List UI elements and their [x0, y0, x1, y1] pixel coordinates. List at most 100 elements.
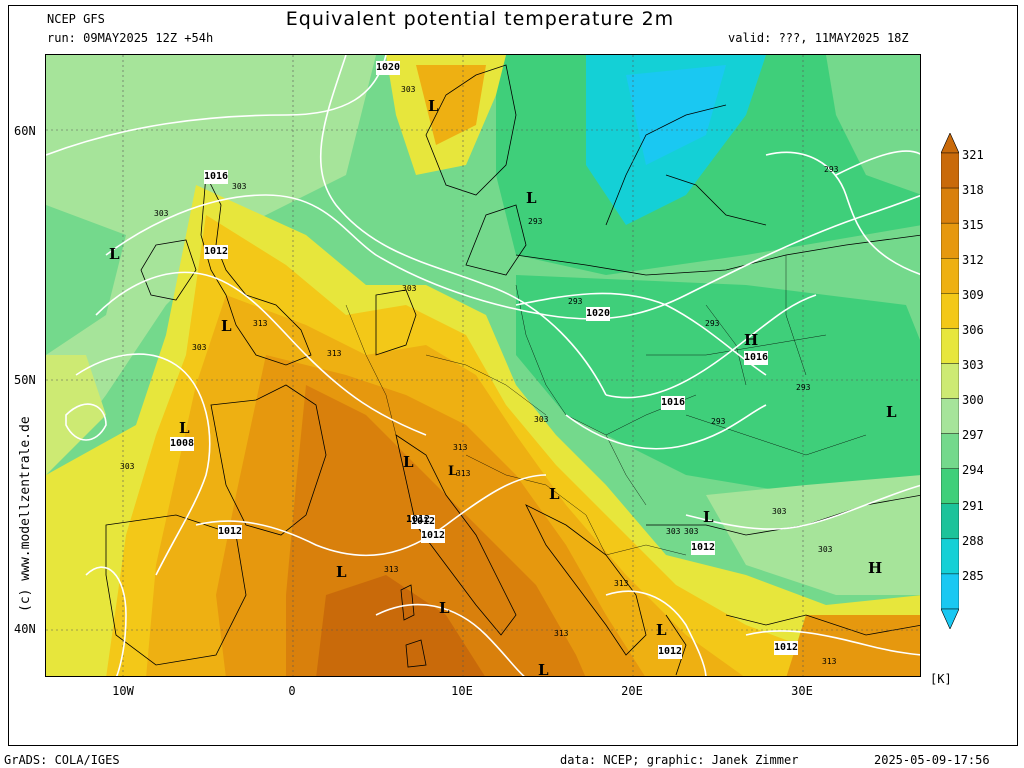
- figure-frame: [8, 5, 1018, 746]
- field-region: [46, 205, 126, 355]
- colorbar-top-arrow: [941, 133, 959, 154]
- isobar-label: 1016: [204, 170, 229, 184]
- colorbar-segment: [941, 328, 959, 364]
- colorbar-tick-label: 294: [962, 463, 984, 478]
- theta-label: 313: [453, 443, 468, 452]
- theta-label: 303: [684, 527, 699, 536]
- colorbar-bottom-arrow: [941, 608, 959, 629]
- theta-label: 303: [402, 284, 417, 293]
- colorbar-tick-label: 285: [962, 568, 984, 583]
- theta-label: 313: [554, 629, 569, 638]
- theta-label: 303: [666, 527, 681, 536]
- colorbar-segment: [941, 152, 959, 189]
- colorbar-segment: [941, 503, 959, 540]
- colorbar: [941, 133, 959, 629]
- colorbar-segment: [941, 363, 959, 399]
- lat-label: 60N: [14, 124, 36, 138]
- low-pressure-center: L: [886, 403, 897, 421]
- theta-label: 303: [772, 507, 787, 516]
- lon-label: 20E: [621, 684, 643, 698]
- field-region: [826, 55, 920, 195]
- colorbar-segment: [941, 187, 959, 224]
- low-pressure-center: L: [549, 485, 560, 503]
- theta-label: 303: [401, 85, 416, 94]
- low-pressure-center: L: [221, 317, 232, 335]
- theta-label: 303: [818, 545, 833, 554]
- low-pressure-center: L: [439, 599, 450, 617]
- isobar-label: 1020: [586, 307, 611, 321]
- low-pressure-center: L: [403, 453, 414, 471]
- isobar-label: 1012: [691, 541, 716, 555]
- colorbar-segment: [941, 398, 959, 434]
- field-region: [416, 65, 486, 145]
- lat-label: 50N: [14, 373, 36, 387]
- isobar-label: 1012: [411, 515, 436, 529]
- field-region: [516, 275, 920, 495]
- weather-map: 1020 1016 1012 1012 1008 1012 1012 1012 …: [45, 54, 921, 677]
- theta-label: 313: [456, 469, 471, 478]
- isobar-label: 1012: [204, 245, 229, 259]
- colorbar-segment: [941, 573, 959, 610]
- colorbar-segment: [941, 538, 959, 575]
- low-pressure-center: L: [109, 245, 120, 263]
- low-pressure-center: L: [703, 508, 714, 526]
- colorbar-segment: [941, 222, 959, 259]
- model-name: NCEP GFS: [47, 12, 105, 26]
- isobar-label: 1012: [406, 514, 431, 525]
- colorbar-segment: [941, 258, 959, 294]
- isobar-label: 1012: [421, 529, 446, 543]
- lat-label: 40N: [14, 622, 36, 636]
- theta-label: 303: [232, 182, 247, 191]
- footer-credit-center: data: NCEP; graphic: Janek Zimmer: [560, 753, 799, 767]
- low-pressure-center: L: [336, 563, 347, 581]
- low-pressure-center: L: [428, 97, 439, 115]
- colorbar-tick-label: 318: [962, 182, 984, 197]
- isobar-label: 1020: [376, 61, 401, 75]
- colorbar-tick-label: 312: [962, 252, 984, 267]
- isobar-label: 1012: [218, 525, 243, 539]
- map-title: Equivalent potential temperature 2m: [285, 8, 675, 30]
- colorbar-segment: [941, 293, 959, 329]
- low-pressure-center: L: [526, 189, 537, 207]
- theta-label: 293: [528, 217, 543, 226]
- field-region: [626, 65, 726, 165]
- low-pressure-center: L: [448, 464, 458, 479]
- colorbar-tick-label: 291: [962, 498, 984, 513]
- lon-label: 30E: [791, 684, 813, 698]
- colorbar-tick-label: 300: [962, 393, 984, 408]
- high-pressure-center: H: [744, 331, 759, 349]
- colorbar-tick-label: 309: [962, 288, 984, 303]
- lon-label: 0: [288, 684, 296, 698]
- colorbar-tick-label: 288: [962, 533, 984, 548]
- theta-label: 313: [253, 319, 268, 328]
- field-region: [316, 575, 485, 676]
- colorbar-segment: [941, 468, 959, 504]
- theta-label: 293: [824, 165, 839, 174]
- colorbar-tick-label: 321: [962, 147, 984, 162]
- footer-timestamp: 2025-05-09-17:56: [874, 753, 990, 767]
- theta-label: 313: [384, 565, 399, 574]
- low-pressure-center: L: [656, 621, 667, 639]
- colorbar-tick-label: 297: [962, 428, 984, 443]
- valid-time: valid: ???, 11MAY2025 18Z: [728, 31, 909, 45]
- theta-label: 303: [534, 415, 549, 424]
- field-region: [46, 355, 106, 475]
- low-pressure-center: L: [538, 661, 549, 677]
- field-region: [786, 615, 920, 676]
- theta-label: 293: [796, 383, 811, 392]
- copyright-text: (c) www.modellzentrale.de: [18, 416, 33, 612]
- theta-label: 313: [327, 349, 342, 358]
- theta-label: 293: [568, 297, 583, 306]
- lon-label: 10E: [451, 684, 473, 698]
- isobar-label: 1012: [658, 645, 683, 659]
- theta-label: 293: [711, 417, 726, 426]
- isobar-label: 1012: [774, 641, 799, 655]
- run-info: run: 09MAY2025 12Z +54h: [47, 31, 214, 45]
- graticule: [46, 55, 920, 676]
- theta-label: 303: [120, 462, 135, 471]
- isobar-label: 1016: [661, 396, 686, 410]
- lon-label: 10W: [112, 684, 134, 698]
- isobars: [46, 55, 920, 676]
- field-region: [46, 55, 376, 475]
- colorbar-segment: [941, 433, 959, 469]
